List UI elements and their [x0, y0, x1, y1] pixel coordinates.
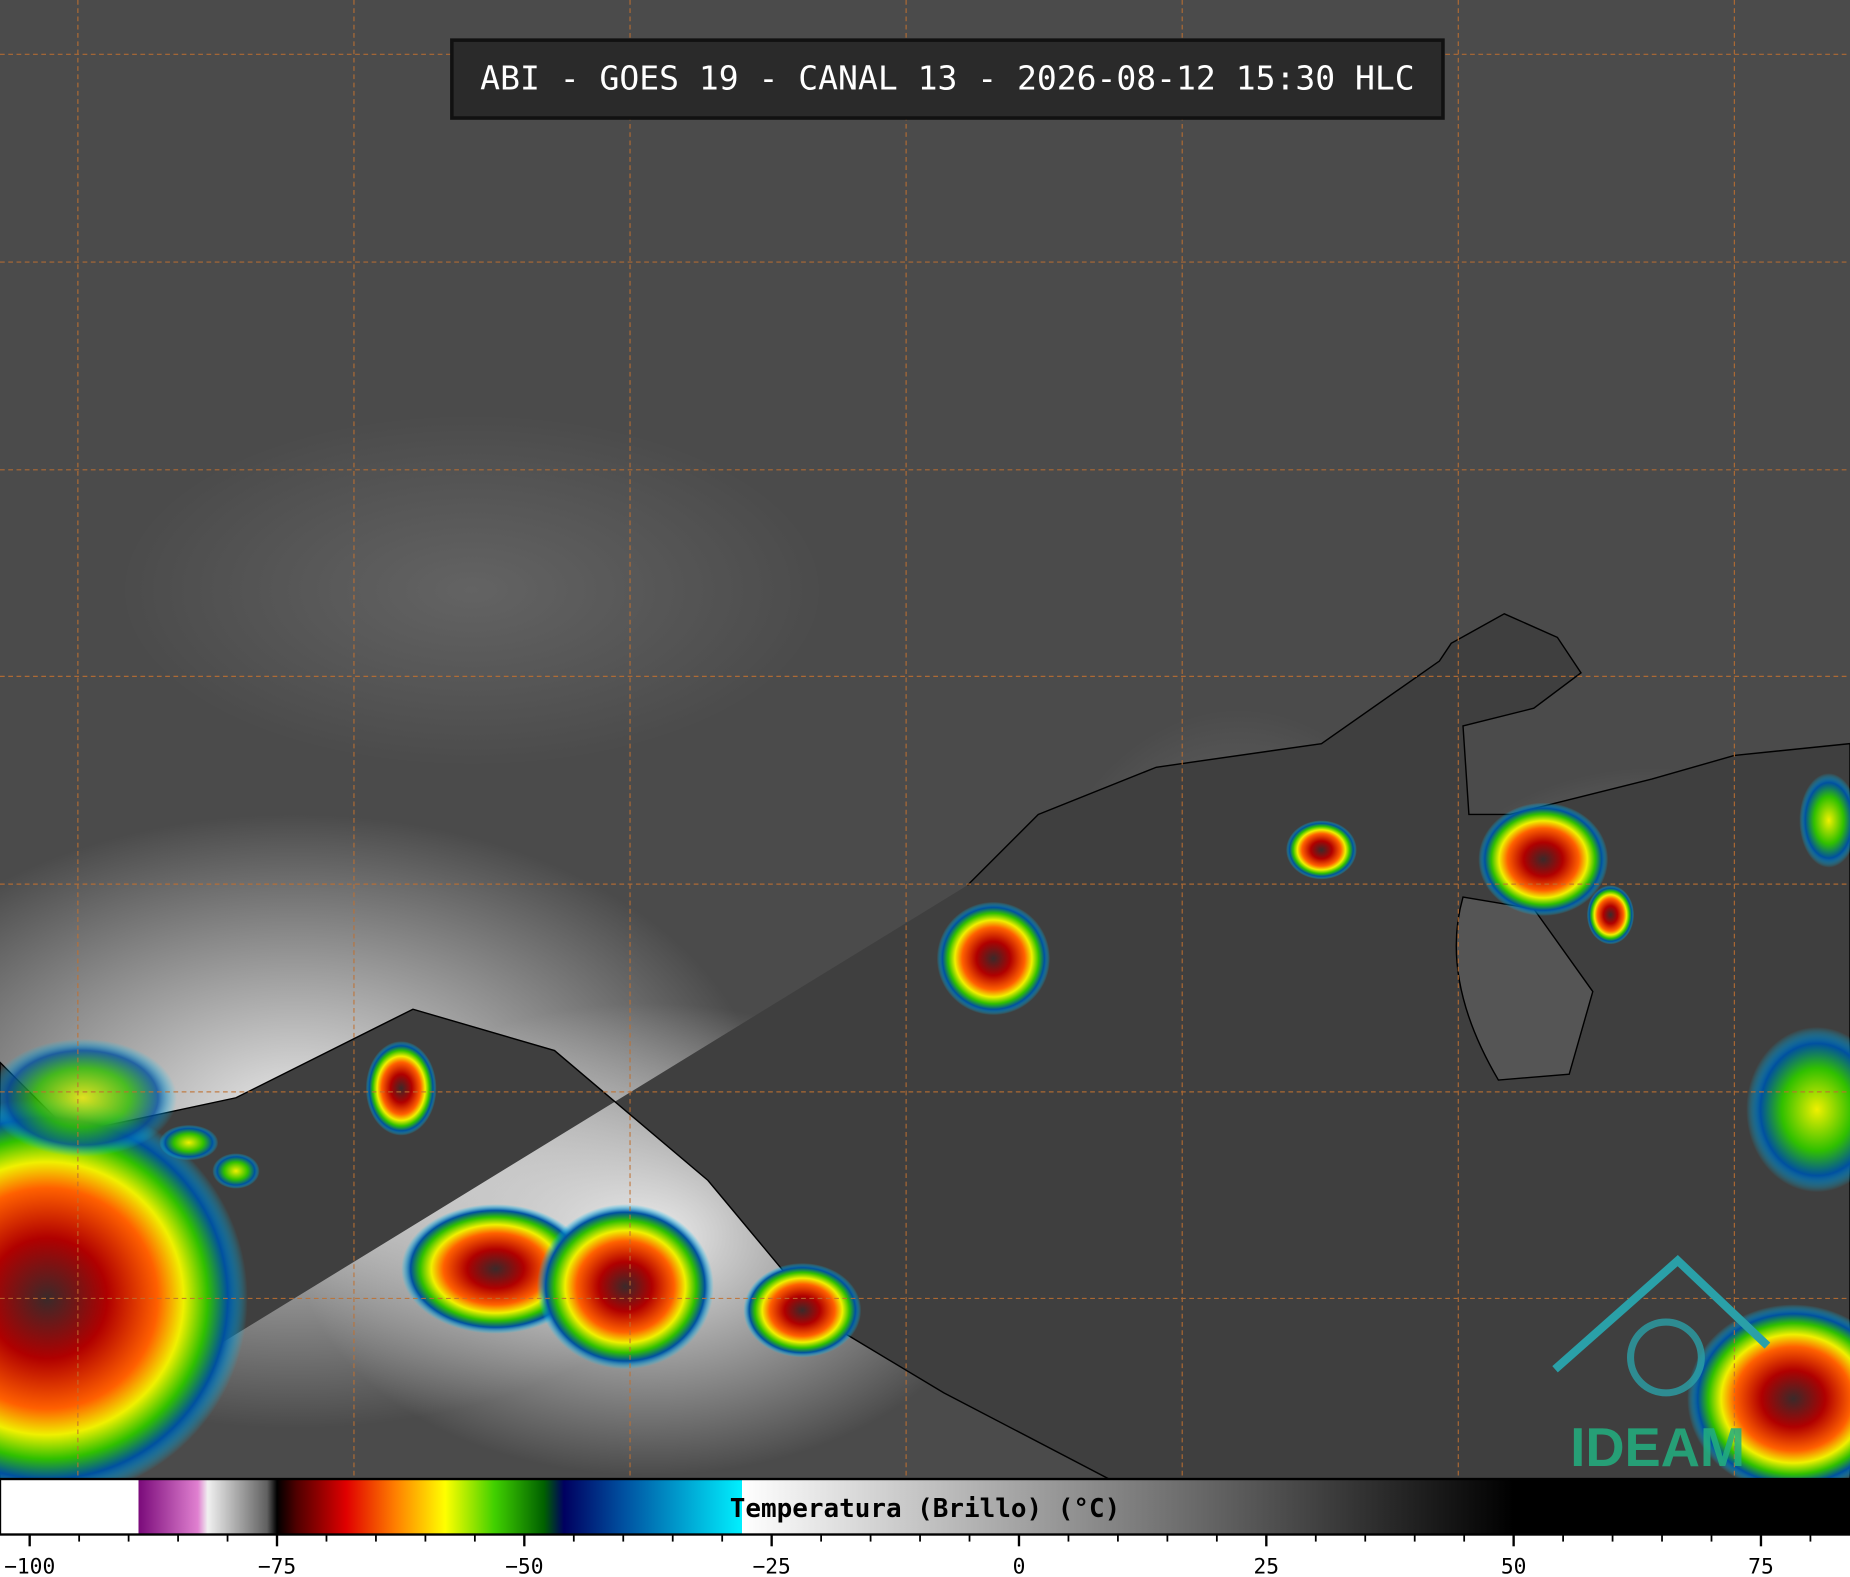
storms [0, 773, 1850, 1500]
tick-label: −50 [505, 1554, 543, 1577]
tick-label: 0 [1013, 1554, 1026, 1577]
tick-label: 50 [1501, 1554, 1527, 1577]
tick-label: −100 [4, 1554, 55, 1577]
land [0, 613, 1850, 1480]
tick-label: −25 [752, 1554, 790, 1577]
colorbar-ticks: −100 −75 −50 −25 0 25 50 75 [4, 1534, 1812, 1577]
title: ABI - GOES 19 - CANAL 13 - 2026-08-12 15… [480, 59, 1414, 98]
colorbar-label: Temperatura (Brillo) (°C) [730, 1494, 1121, 1524]
colorbar [0, 1477, 1850, 1536]
tick-label: −75 [258, 1554, 296, 1577]
logo: IDEAM [1552, 1255, 1771, 1478]
tick-label: 25 [1254, 1554, 1280, 1577]
tick-label: 75 [1748, 1554, 1774, 1577]
logo-text: IDEAM [1570, 1417, 1745, 1478]
title-box [450, 38, 1445, 120]
